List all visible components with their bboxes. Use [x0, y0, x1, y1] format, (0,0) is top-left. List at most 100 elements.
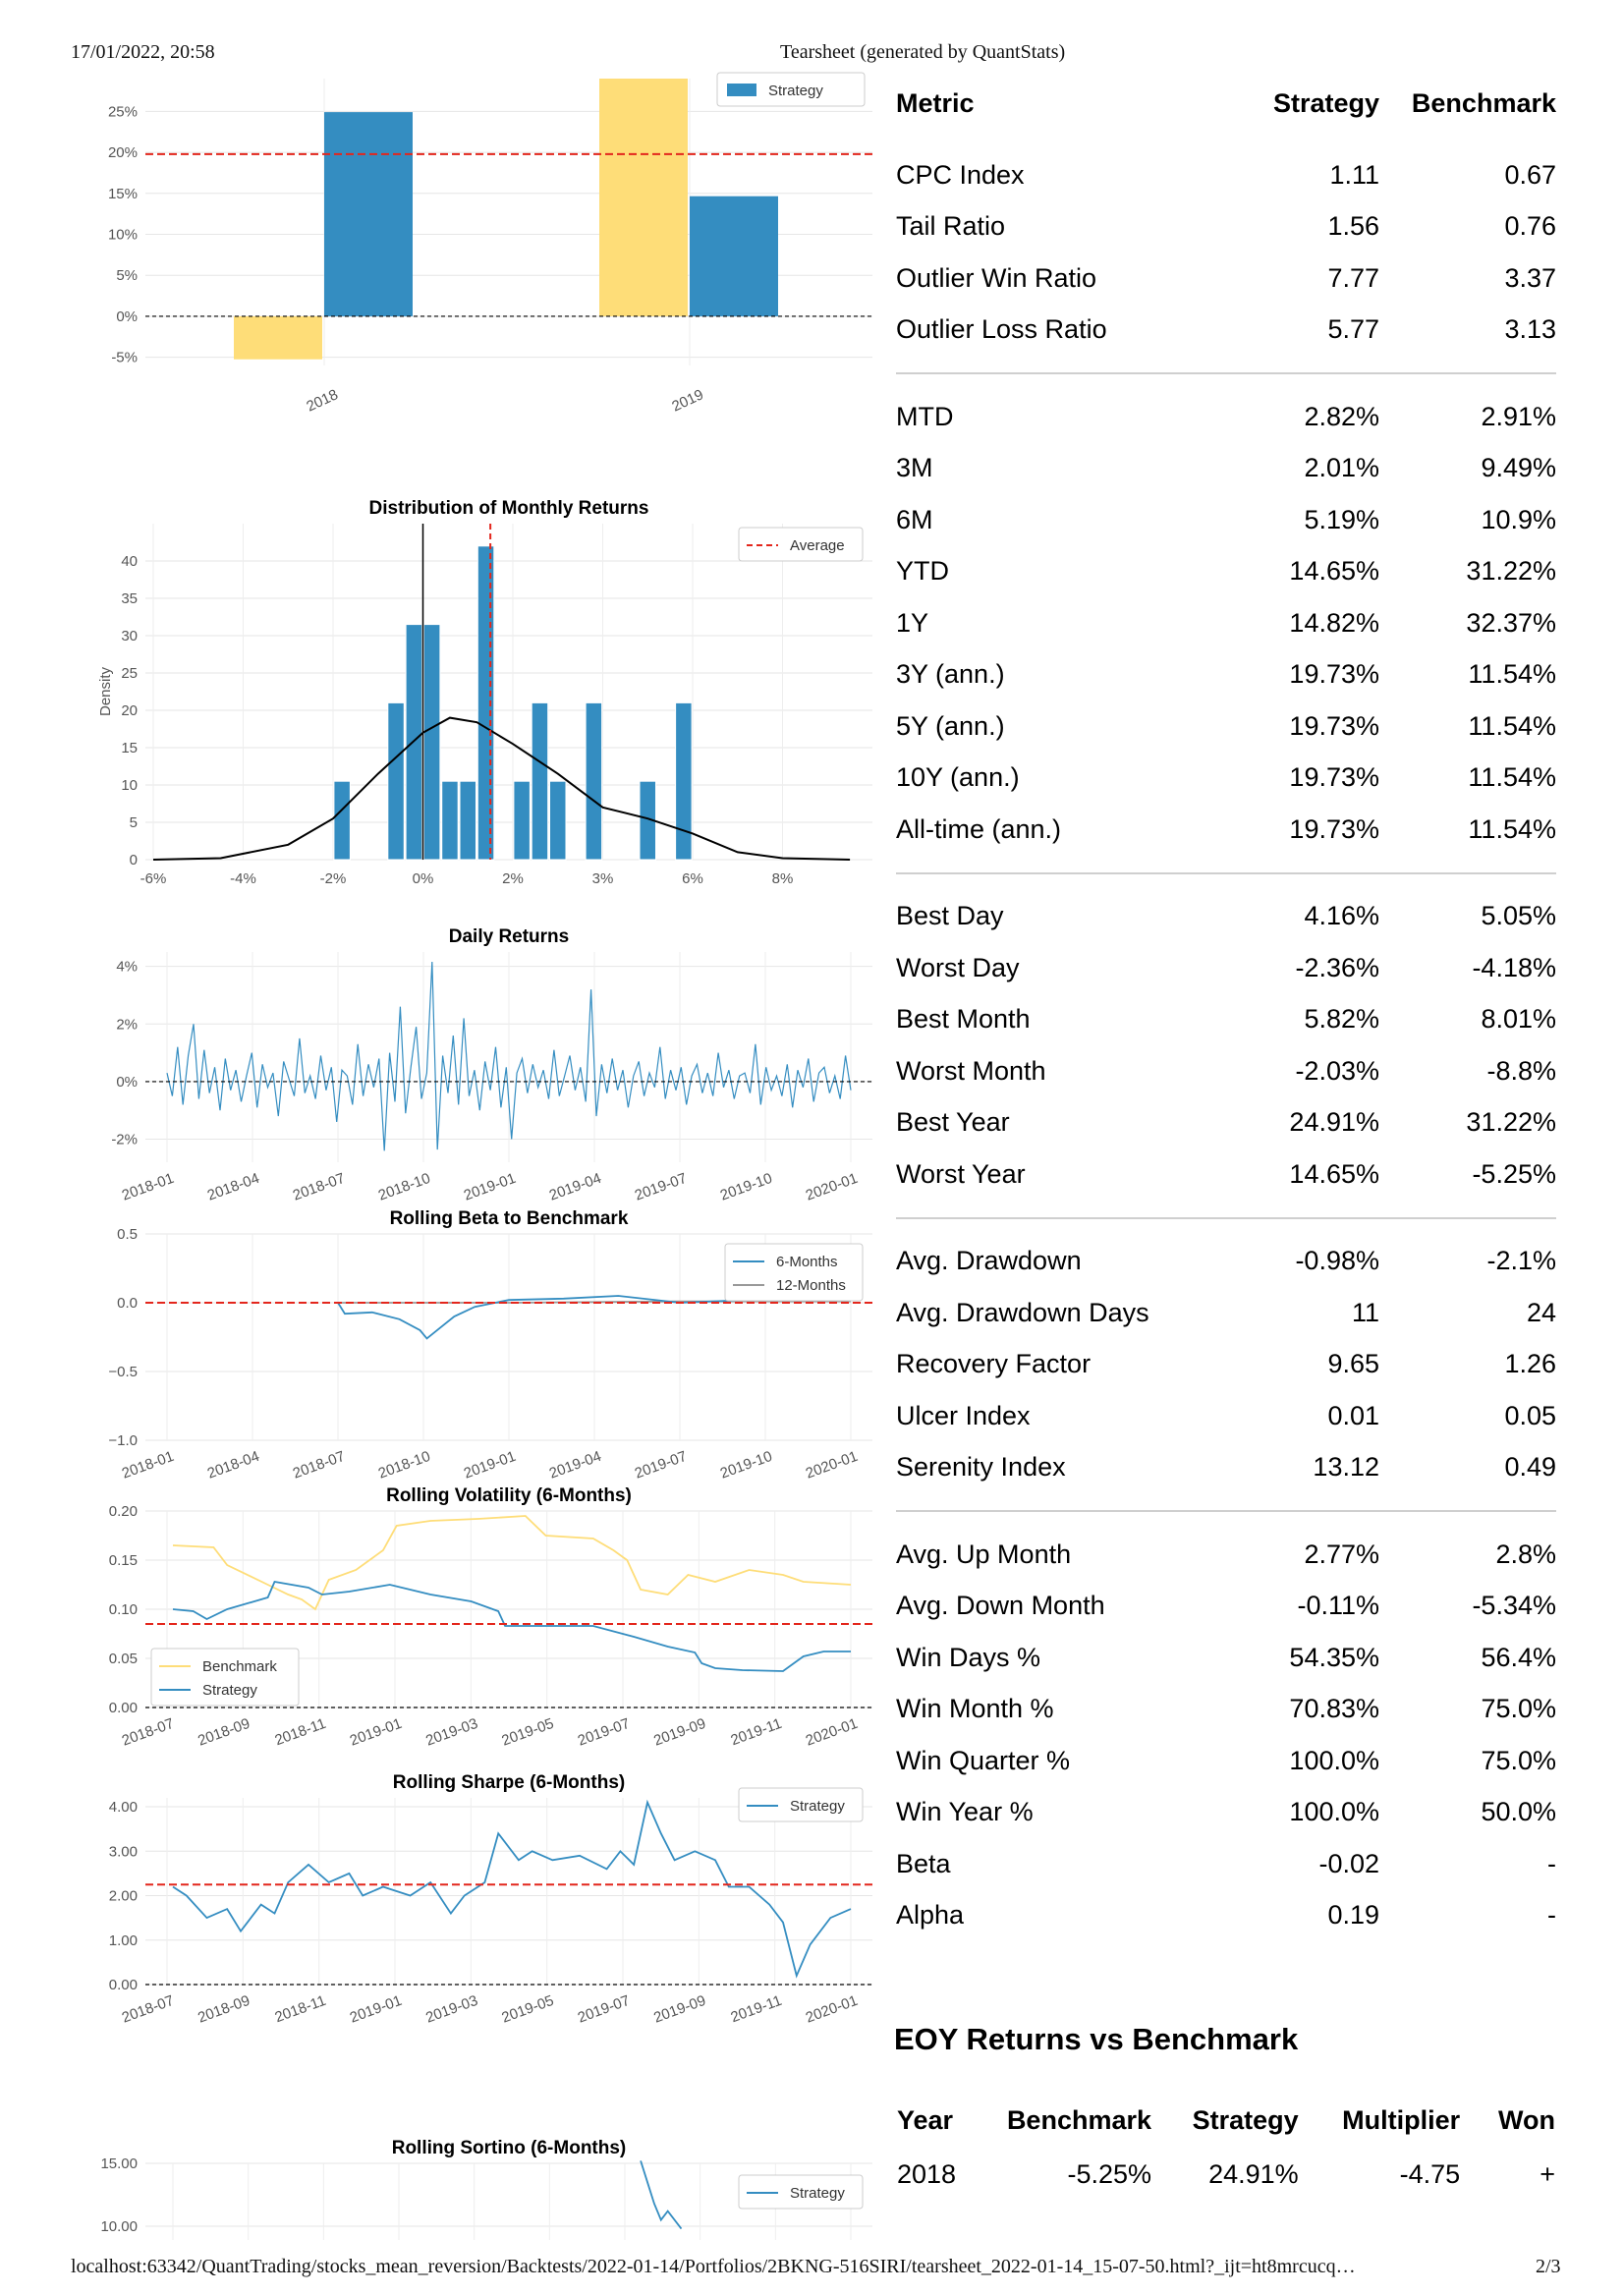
- x-tick-label: 2019-01: [348, 1992, 405, 2027]
- legend-label: 12-Months: [776, 1277, 846, 1294]
- x-tick-label: 2019-11: [729, 1715, 784, 1749]
- metric-benchmark-value: 11.54%: [1468, 659, 1556, 690]
- metrics-row: Worst Year 14.65% -5.25%: [896, 1148, 1556, 1201]
- metrics-row: Avg. Drawdown Days 11 24: [896, 1287, 1556, 1339]
- histogram-bar: [585, 701, 603, 861]
- x-tick-label: 2018: [304, 386, 340, 416]
- metric-strategy-value: -0.98%: [1295, 1246, 1379, 1276]
- y-tick-label: 0.20: [109, 1503, 138, 1520]
- metric-name: YTD: [896, 556, 949, 587]
- x-tick-label: 2018-04: [205, 1448, 262, 1483]
- metric-strategy-value: -0.02: [1318, 1848, 1379, 1878]
- x-tick-label: 2018-10: [376, 1170, 433, 1204]
- histogram-bar: [549, 780, 567, 861]
- metrics-row: MTD 2.82% 2.91%: [896, 391, 1556, 443]
- metric-name: MTD: [896, 401, 954, 431]
- metrics-row: Win Year % 100.0% 50.0%: [896, 1787, 1556, 1839]
- legend-label: Strategy: [790, 1798, 845, 1815]
- x-tick-label: 2020-01: [804, 1448, 861, 1483]
- metric-strategy-value: -2.36%: [1295, 952, 1379, 982]
- metric-benchmark-value: 11.54%: [1468, 710, 1556, 741]
- histogram-bar: [476, 545, 495, 861]
- y-tick-label: 15.00: [100, 2155, 138, 2172]
- x-tick-label: 2019-05: [499, 1715, 556, 1750]
- y-tick-label: 0.0: [117, 1295, 138, 1312]
- metric-strategy-value: 9.65: [1327, 1349, 1379, 1379]
- legend-box: [738, 2174, 864, 2210]
- x-tick-label: 2019-10: [718, 1448, 775, 1483]
- series-line-strategy: [172, 1799, 852, 1979]
- x-tick-label: 2%: [502, 870, 524, 887]
- chart-title: Rolling Sharpe (6-Months): [393, 1772, 625, 1793]
- metric-strategy-value: 19.73%: [1289, 813, 1379, 844]
- metrics-row: Avg. Drawdown -0.98% -2.1%: [896, 1236, 1556, 1288]
- metric-strategy-value: 5.19%: [1304, 504, 1379, 534]
- metric-name: 3M: [896, 453, 933, 483]
- metric-benchmark-value: 75.0%: [1481, 1694, 1556, 1724]
- metric-strategy-value: 0.01: [1327, 1400, 1379, 1430]
- histogram-bar: [333, 780, 351, 861]
- metrics-row: 10Y (ann.) 19.73% 11.54%: [896, 753, 1556, 805]
- metric-name: Worst Month: [896, 1055, 1046, 1086]
- metric-benchmark-value: -8.8%: [1486, 1055, 1556, 1086]
- metrics-table: Metric Strategy Benchmark CPC Index 1.11 0…: [896, 77, 1556, 1941]
- metric-benchmark-value: 8.01%: [1481, 1004, 1556, 1035]
- y-tick-label: -5%: [111, 350, 138, 366]
- metric-name: Win Days %: [896, 1642, 1041, 1672]
- metric-strategy-value: 7.77: [1327, 262, 1379, 293]
- y-tick-label: 0: [130, 852, 138, 868]
- x-tick-label: 2019-10: [718, 1170, 775, 1204]
- metric-name: 1Y: [896, 607, 929, 638]
- y-tick-label: -2%: [111, 1132, 138, 1148]
- metrics-row: Best Month 5.82% 8.01%: [896, 994, 1556, 1046]
- metrics-row: Outlier Loss Ratio 5.77 3.13: [896, 305, 1556, 357]
- histogram-bar: [422, 624, 441, 861]
- x-tick-label: 2020-01: [804, 1992, 861, 2027]
- metrics-separator: [896, 856, 1556, 891]
- daily-returns-svg: 4% 2% 0% -2% 2018-01 2018-04 2018-07 2018-10 201…: [111, 928, 872, 1204]
- metric-name: Serenity Index: [896, 1452, 1066, 1483]
- metric-benchmark-value: 75.0%: [1481, 1745, 1556, 1775]
- metric-strategy-value: 2.01%: [1304, 453, 1379, 483]
- y-tick-label: 10: [121, 777, 138, 794]
- rolling-beta-chart: 0.5 0.0 −0.5 −1.0 2018-01 2018-04 2018-07 2018-…: [0, 1204, 884, 1484]
- metric-benchmark-value: -5.25%: [1472, 1158, 1556, 1189]
- metrics-separator: [896, 356, 1556, 391]
- eoy-header-row: Year Benchmark Strategy Multiplier Won: [896, 2095, 1556, 2146]
- metrics-row: Win Month % 70.83% 75.0%: [896, 1684, 1556, 1736]
- metrics-row: Avg. Down Month -0.11% -5.34%: [896, 1581, 1556, 1633]
- y-tick-label: −0.5: [108, 1364, 138, 1380]
- y-tick-label: 10%: [108, 227, 138, 244]
- legend-label: Benchmark: [202, 1658, 277, 1675]
- legend-label: Strategy: [790, 2185, 845, 2202]
- metric-benchmark-value: 5.05%: [1481, 901, 1556, 931]
- y-tick-label: −1.0: [108, 1432, 138, 1449]
- metric-benchmark-value: 11.54%: [1468, 813, 1556, 844]
- metric-strategy-value: -0.11%: [1297, 1591, 1379, 1621]
- eoy-header-multiplier: Multiplier: [1342, 2104, 1461, 2135]
- eoy-cell-year: 2018: [897, 2158, 957, 2189]
- metric-benchmark-value: 3.37: [1504, 262, 1556, 293]
- metric-strategy-value: -2.03%: [1295, 1055, 1379, 1086]
- eoy-returns-svg: 25% 20% 15% 10% 5% 0% -5% 2018 2019 Strategy: [108, 72, 872, 416]
- x-tick-label: 2018-11: [273, 1992, 328, 2026]
- x-tick-label: 2018-07: [291, 1170, 348, 1204]
- x-tick-label: 2018-11: [273, 1715, 328, 1749]
- metrics-row: Avg. Up Month 2.77% 2.8%: [896, 1529, 1556, 1581]
- legend-box: [150, 1648, 300, 1707]
- bar-benchmark-2018: [234, 315, 322, 360]
- x-tick-label: 0%: [413, 870, 434, 887]
- chart-title: Rolling Sortino (6-Months): [392, 2138, 627, 2158]
- x-tick-label: 2018-07: [120, 1715, 177, 1750]
- metric-benchmark-value: -: [1547, 1848, 1556, 1878]
- x-tick-label: 2019-09: [651, 1992, 708, 2027]
- metric-strategy-value: 2.82%: [1304, 401, 1379, 431]
- metric-name: 10Y (ann.): [896, 762, 1020, 793]
- legend-label: Average: [790, 537, 845, 554]
- y-tick-label: 4.00: [109, 1799, 138, 1816]
- rolling-sortino-svg: 15.00 10.00 Rolling Sortino (6-Months) Stra…: [100, 2138, 872, 2240]
- daily-returns-chart: 4% 2% 0% -2% 2018-01 2018-04 2018-07 2018-10 201…: [0, 928, 884, 1223]
- histogram-bar: [513, 780, 531, 861]
- metrics-row: Alpha 0.19 -: [896, 1890, 1556, 1942]
- legend-box: [738, 527, 864, 562]
